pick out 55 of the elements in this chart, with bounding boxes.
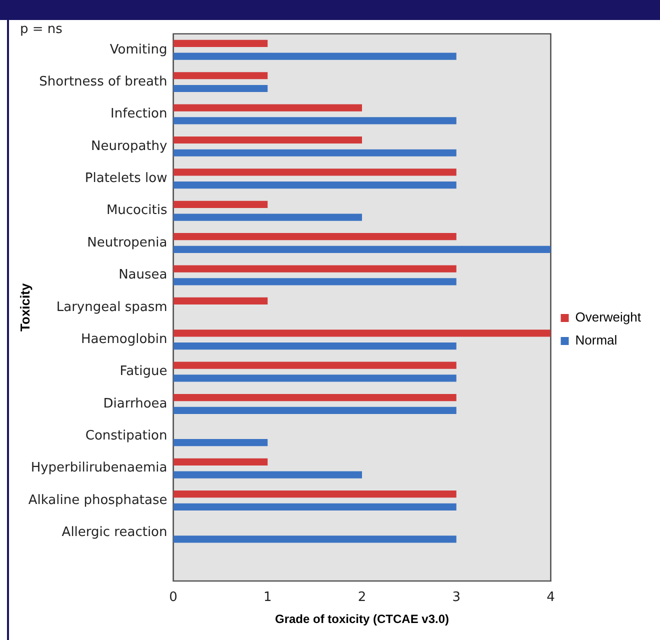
bar [173, 233, 456, 240]
bar [173, 136, 362, 144]
y-tick-label: Nausea [118, 268, 168, 283]
y-tick-label: Mucocitis [106, 203, 168, 218]
bar [173, 246, 551, 253]
bar [173, 52, 456, 60]
bar [173, 342, 456, 350]
bar [173, 374, 456, 382]
bar [173, 406, 456, 414]
bar [173, 214, 362, 221]
bar [173, 168, 456, 176]
x-tick-label: 4 [546, 590, 555, 606]
y-tick-label: Infection [110, 106, 168, 122]
x-tick-label: 2 [358, 590, 366, 606]
x-tick-label: 3 [452, 590, 461, 606]
y-tick-label: Constipation [85, 428, 168, 444]
bar [173, 117, 456, 124]
bar [173, 297, 268, 305]
bar [173, 84, 268, 92]
bar [173, 536, 456, 543]
y-tick-label: Alkaline phosphatase [28, 492, 168, 508]
y-tick-label: Neuropathy [91, 138, 168, 154]
legend-label: Normal [575, 332, 618, 348]
bar [173, 182, 456, 189]
y-tick-label: Hyperbilirubenaemia [30, 460, 168, 476]
bar [173, 362, 456, 369]
legend-label: Overweight [575, 310, 642, 325]
bar [173, 471, 362, 478]
y-tick-label: Diarrhoea [103, 396, 168, 412]
bar [173, 104, 362, 112]
y-tick-label: Laryngeal spasm [56, 300, 168, 315]
bar [173, 200, 268, 208]
x-tick-label: 1 [263, 590, 272, 606]
bar [173, 265, 456, 272]
bar [173, 439, 268, 446]
y-tick-label: Haemoglobin [80, 332, 168, 347]
bar [173, 149, 456, 156]
y-axis-title: Toxicity [17, 282, 32, 332]
y-tick-label: Allergic reaction [62, 525, 168, 540]
bar [173, 490, 456, 498]
x-axis-title: Grade of toxicity (CTCAE v3.0) [274, 612, 450, 626]
y-tick-label: Neutropenia [87, 235, 168, 250]
bar [173, 278, 456, 286]
bar [173, 72, 268, 80]
y-tick-label: Vomiting [110, 42, 168, 58]
y-tick-label: Shortness of breath [39, 74, 168, 90]
text: p = ns [20, 22, 62, 37]
bar [173, 503, 456, 511]
bar [173, 40, 268, 47]
x-tick-label: 0 [169, 590, 178, 606]
y-tick-label: Platelets low [84, 171, 168, 186]
bar [173, 330, 551, 337]
bar [173, 458, 268, 466]
y-tick-label: Fatigue [120, 364, 168, 380]
bar [173, 394, 456, 402]
